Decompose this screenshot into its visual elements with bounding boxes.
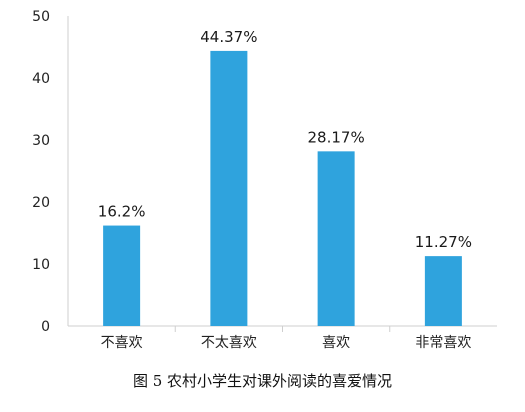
category-label-1: 不太喜欢	[201, 335, 257, 351]
data-label-1: 44.37%	[200, 28, 257, 46]
category-labels: 不喜欢 不太喜欢 喜欢 非常喜欢	[101, 335, 472, 351]
bar-1	[210, 50, 248, 326]
y-tick-label-1: 10	[32, 257, 50, 273]
bar-chart: 01020304050 16.2%44.37%28.17%11.27% 不喜欢不…	[32, 9, 497, 351]
bar-0	[103, 225, 141, 326]
data-labels: 16.2% 44.37% 28.17% 11.27%	[98, 28, 472, 251]
bars	[103, 50, 462, 326]
x-axis-dividers	[174, 326, 391, 332]
category-label-0: 不喜欢	[101, 335, 143, 351]
data-label-0: 16.2%	[98, 203, 146, 221]
data-label-2: 28.17%	[308, 128, 365, 146]
y-tick-label-3: 30	[32, 133, 50, 149]
y-tick-label-0: 0	[41, 319, 50, 335]
bar-2	[317, 151, 355, 326]
bar-3	[424, 256, 462, 326]
y-tick-label-2: 20	[32, 195, 50, 211]
data-label-3: 11.27%	[415, 233, 472, 251]
category-label-3: 非常喜欢	[415, 335, 471, 351]
y-tick-label-4: 40	[32, 71, 50, 87]
figure-caption: 图 5 农村小学生对课外阅读的喜爱情况	[132, 372, 393, 390]
y-axis-ticks: 0 10 20 30 40 50	[32, 9, 50, 335]
category-label-2: 喜欢	[322, 335, 350, 351]
y-tick-label-5: 50	[32, 9, 50, 25]
